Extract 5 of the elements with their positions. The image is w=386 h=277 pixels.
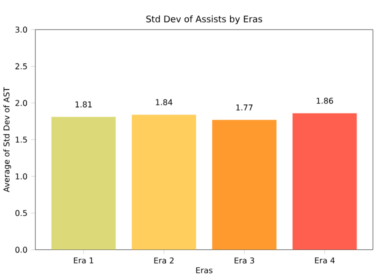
chart-title: Std Dev of Assists by Eras <box>146 15 262 24</box>
bar <box>292 113 357 250</box>
bar <box>132 114 196 250</box>
bar <box>212 120 276 250</box>
bar <box>51 116 116 250</box>
